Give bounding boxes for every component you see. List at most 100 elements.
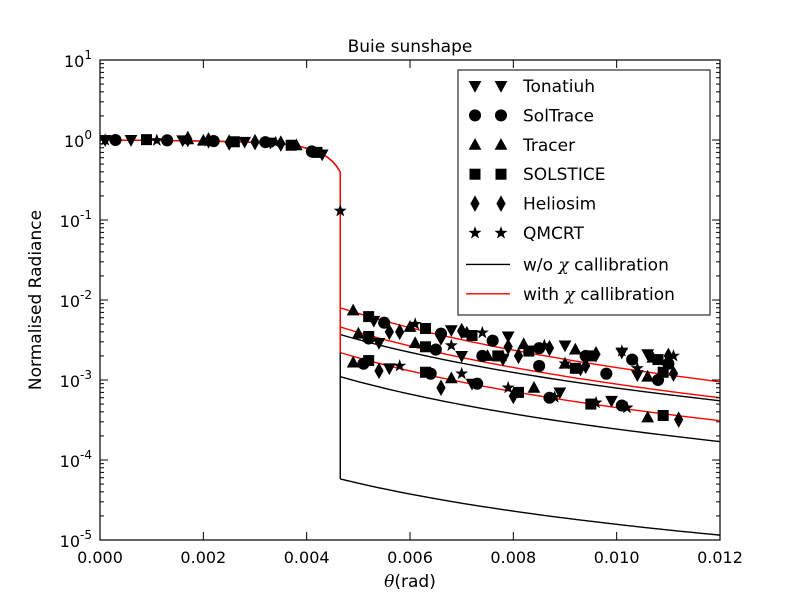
point-qmcrt-20 [620, 400, 634, 414]
point-tonatiuh-4 [238, 136, 252, 149]
point-tonatiuh-10 [558, 340, 572, 353]
point-heliosim-4 [250, 133, 260, 151]
point-heliosim-8 [503, 338, 513, 356]
point-heliosim-15 [581, 357, 591, 375]
circumsolar-curve-3 [340, 326, 720, 399]
legend-label-part: χ [563, 285, 576, 305]
x-axis-label-theta: θ [384, 572, 394, 592]
y-tick-exponent-2: -4 [80, 448, 92, 462]
legend-item-7: w/o χ callibration [466, 255, 669, 275]
y-tick-label-3: 10-3 [60, 368, 92, 391]
point-solstice-18 [513, 386, 524, 398]
legend-item-5: Heliosim [470, 195, 596, 215]
legend-marker-a-5 [470, 195, 480, 212]
point-tonatiuh-13 [372, 338, 386, 350]
point-heliosim-10 [591, 345, 601, 363]
point-qmcrt-14 [630, 361, 644, 374]
point-soltrace-2 [161, 134, 174, 147]
point-solstice-12 [420, 341, 431, 353]
point-tonatiuh-18 [382, 363, 396, 376]
point-solstice-7 [466, 329, 478, 341]
legend-label-6: QMCRT [523, 224, 584, 244]
point-qmcrt-6 [408, 317, 422, 330]
x-axis-ticks: 0.000 0.002 0.004 0.006 0.008 0.010 0.012 [77, 60, 743, 567]
legend-marker-a-2 [468, 109, 482, 122]
y-tick-label-5: 10-1 [60, 208, 92, 231]
point-qmcrt-11 [444, 338, 458, 352]
legend-marker-a-1 [468, 81, 482, 93]
point-solstice-8 [523, 345, 535, 357]
legend-item-8: with χ callibration [466, 285, 675, 305]
y-tick-exponent-7: 1 [84, 48, 92, 62]
point-heliosim-3 [224, 134, 234, 151]
legend-item-2: SolTrace [468, 106, 594, 126]
y-tick-exponent-6: 0 [84, 128, 92, 142]
point-tonatiuh-12 [641, 349, 655, 362]
point-qmcrt-2 [150, 133, 164, 146]
point-qmcrt-5 [333, 204, 347, 217]
point-qmcrt-3 [202, 134, 215, 147]
y-tick-label-4: 10-2 [60, 288, 92, 311]
legend-label-1: Tonatiuh [522, 77, 595, 97]
point-tracer-5 [403, 320, 417, 332]
point-qmcrt-13 [558, 356, 572, 370]
point-solstice-16 [363, 355, 375, 367]
point-qmcrt-9 [615, 344, 629, 357]
x-tick-label-7: 0.012 [697, 548, 743, 567]
point-qmcrt-4 [269, 135, 283, 149]
circumsolar-curve-5 [340, 351, 720, 422]
point-soltrace-14 [429, 343, 442, 356]
legend-label-4: SOLSTICE [523, 165, 605, 185]
y-tick-exponent-4: -2 [80, 288, 92, 302]
point-tracer-15 [346, 355, 360, 368]
series-heliosim [183, 130, 684, 428]
data-layer [100, 130, 720, 536]
point-heliosim-20 [674, 411, 684, 428]
point-heliosim-17 [374, 362, 384, 380]
point-soltrace-1 [109, 133, 122, 147]
point-solstice-14 [569, 362, 581, 374]
point-solstice-17 [420, 366, 431, 378]
point-qmcrt-18 [548, 390, 562, 403]
point-soltrace-11 [626, 353, 639, 366]
y-tick-exponent-1: -5 [80, 528, 92, 542]
point-tracer-4 [346, 303, 360, 316]
legend-marker-a-3 [468, 137, 482, 150]
legend-item-4: SOLSTICE [469, 165, 605, 185]
point-tracer-16 [444, 371, 458, 384]
point-qmcrt-7 [475, 325, 489, 339]
legend-marker-b-6 [494, 226, 508, 239]
point-solstice-10 [652, 354, 664, 366]
point-soltrace-4 [259, 136, 272, 149]
point-qmcrt-16 [455, 366, 469, 380]
point-tonatiuh-21 [605, 395, 618, 408]
point-qmcrt-15 [393, 359, 407, 372]
x-tick-label-3: 0.004 [284, 548, 330, 567]
point-solstice-6 [420, 323, 431, 335]
point-heliosim-1 [183, 130, 193, 148]
point-heliosim-19 [508, 387, 518, 405]
legend-label-3: Tracer [522, 136, 575, 156]
y-tick-base-3: 10 [60, 372, 80, 391]
point-soltrace-21 [471, 377, 484, 390]
legend-marker-b-3 [494, 137, 508, 150]
y-tick-base-1: 10 [60, 532, 80, 551]
point-soltrace-8 [486, 334, 499, 347]
legend-label-part: with [523, 285, 564, 305]
point-tonatiuh-14 [455, 350, 469, 363]
legend-marker-a-4 [469, 168, 481, 180]
y-tick-label-1: 10-5 [60, 528, 92, 551]
point-heliosim-7 [457, 322, 467, 340]
point-soltrace-17 [600, 367, 613, 380]
legend-item-3: Tracer [468, 136, 575, 156]
legend-marker-b-2 [494, 109, 508, 122]
point-tracer-12 [481, 349, 494, 361]
circumsolar-curve-2 [340, 333, 720, 402]
point-heliosim-16 [668, 365, 679, 382]
legend-label-part: callibration [569, 255, 669, 275]
y-tick-base-6: 10 [64, 132, 84, 151]
y-tick-base-4: 10 [60, 292, 80, 311]
y-tick-base-5: 10 [60, 212, 80, 231]
